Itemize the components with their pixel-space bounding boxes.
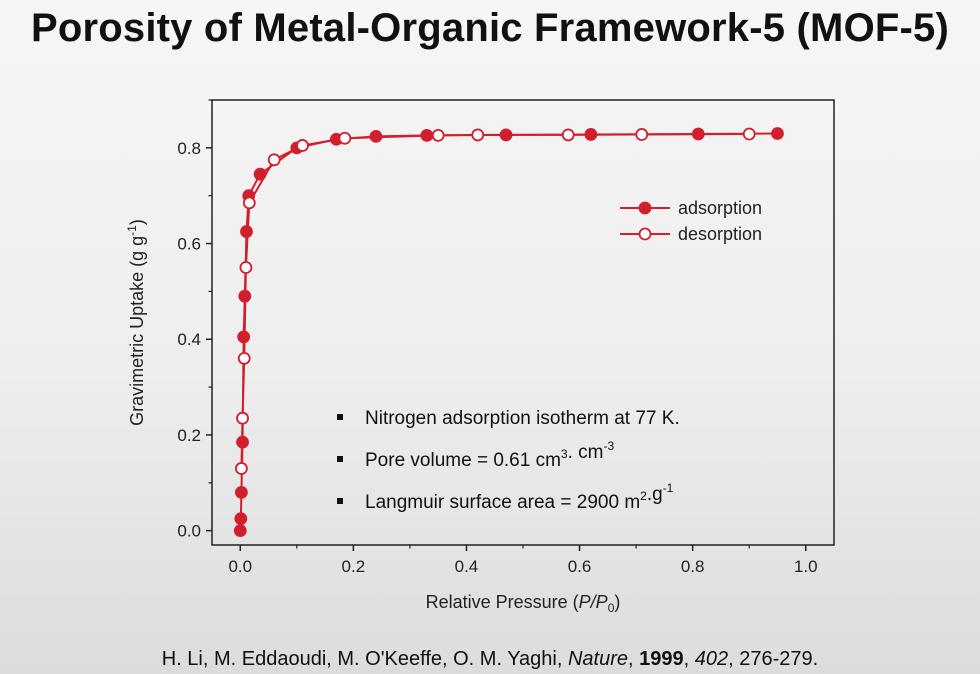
annotation-bullet (337, 414, 343, 420)
adsorption-point (240, 225, 253, 238)
desorption-point (236, 411, 249, 425)
citation-year: 1999 (639, 648, 684, 670)
desorption-point (239, 261, 253, 274)
annotation-bullet (337, 456, 343, 462)
x-tick-label: 0.2 (342, 557, 366, 576)
citation-volume: 402 (694, 648, 729, 670)
y-tick-label: 0.2 (177, 426, 201, 445)
citation-pages: 276-279. (739, 648, 819, 670)
adsorption-point (238, 289, 252, 303)
annotation-text: Langmuir surface area = 2900 m2.g-1 (365, 481, 674, 513)
adsorption-point (369, 129, 383, 143)
desorption-point (267, 153, 281, 167)
adsorption-point (253, 167, 267, 181)
series-line-adsorption (239, 132, 778, 531)
x-tick-label: 1.0 (794, 557, 818, 576)
x-axis-label: Relative Pressure (P/P0) (426, 592, 621, 615)
adsorption-point (237, 330, 251, 344)
y-tick-label: 0.6 (177, 235, 201, 254)
y-axis-label: Gravimetric Uptake (g g-1) (125, 219, 147, 426)
y-tick-label: 0.4 (177, 330, 201, 349)
desorption-point (242, 196, 256, 210)
adsorption-point (236, 435, 249, 449)
adsorption-point (420, 129, 434, 142)
slide-title: Porosity of Metal-Organic Framework-5 (M… (30, 6, 950, 50)
y-tick-label: 0.8 (177, 139, 201, 158)
legend-marker (638, 201, 652, 215)
x-tick-label: 0.4 (455, 557, 479, 576)
x-tick-label: 0.8 (681, 557, 705, 576)
desorption-point (235, 462, 248, 475)
adsorption-point (499, 128, 513, 142)
legend-marker (638, 227, 652, 241)
desorption-point (471, 128, 485, 142)
x-tick-label: 0.0 (228, 557, 252, 576)
desorption-point (431, 129, 445, 142)
citation: H. Li, M. Eddaoudi, M. O'Keeffe, O. M. Y… (161, 648, 819, 670)
adsorption-point (233, 524, 247, 538)
desorption-point (237, 351, 251, 365)
annotation-text: Nitrogen adsorption isotherm at 77 K. (365, 408, 680, 429)
desorption-point (561, 128, 575, 142)
x-tick-label: 0.6 (568, 557, 592, 576)
adsorption-point (691, 127, 705, 141)
citation-authors: H. Li, M. Eddaoudi, M. O'Keeffe, O. M. Y… (161, 648, 568, 670)
legend-label: desorption (678, 224, 762, 244)
desorption-point (296, 139, 309, 152)
plot-frame (211, 99, 835, 546)
adsorption-point (234, 512, 248, 526)
adsorption-point (771, 127, 784, 140)
y-tick-label: 0.0 (177, 522, 201, 541)
annotation-bullet (337, 498, 343, 504)
desorption-point (742, 127, 756, 141)
legend-label: adsorption (678, 198, 762, 218)
desorption-point (635, 128, 649, 141)
adsorption-point (235, 485, 248, 499)
citation-journal: Nature (567, 648, 629, 670)
desorption-point (338, 131, 352, 145)
adsorption-point (584, 128, 598, 141)
annotation-text: Pore volume = 0.61 cm3. cm-3 (365, 439, 614, 471)
